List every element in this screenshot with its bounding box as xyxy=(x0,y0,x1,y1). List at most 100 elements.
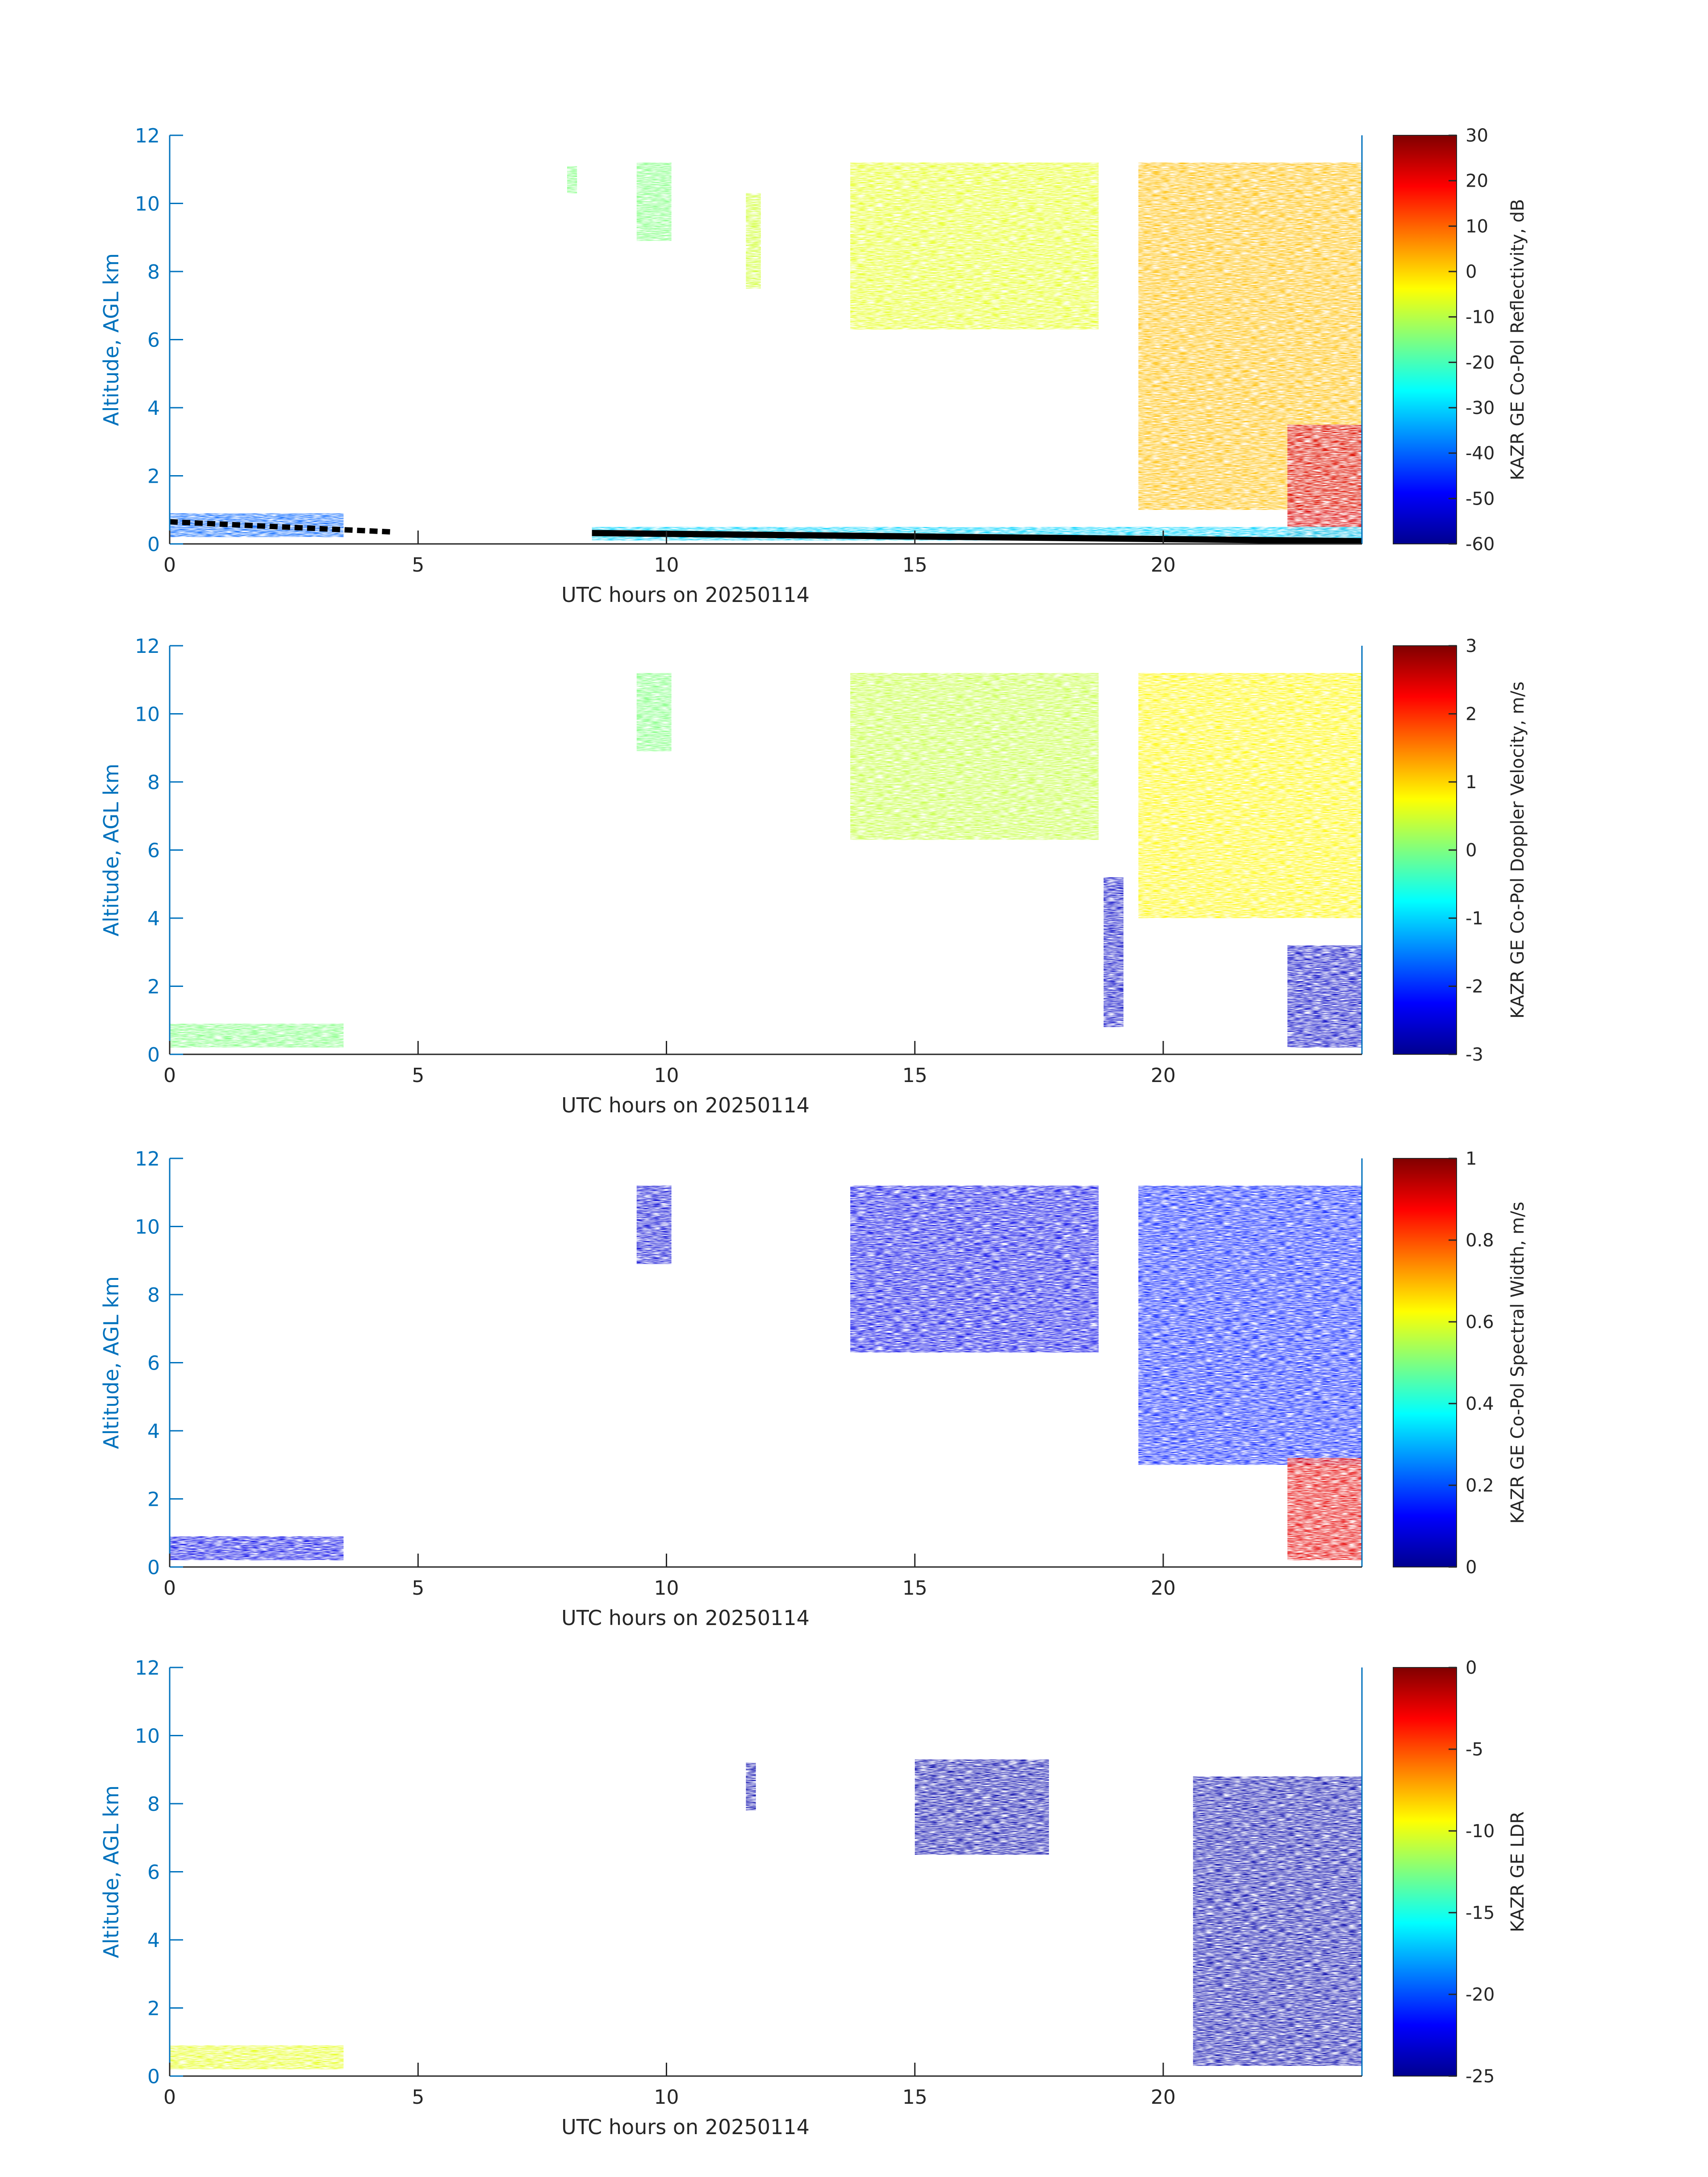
y-tick-label: 4 xyxy=(147,397,160,420)
x-axis-label: UTC hours on 20250114 xyxy=(561,2115,810,2139)
colorbar xyxy=(1393,135,1457,544)
echo-region xyxy=(1287,945,1362,1048)
y-tick-label: 10 xyxy=(135,703,160,726)
x-tick-label: 10 xyxy=(654,1064,679,1087)
colorbar-label: KAZR GE Co-Pol Spectral Width, m/s xyxy=(1508,1202,1528,1524)
echo-region xyxy=(636,163,672,241)
x-tick-label: 10 xyxy=(654,554,679,577)
y-tick-label: 6 xyxy=(147,1861,160,1884)
y-tick-label: 2 xyxy=(147,465,160,488)
colorbar-tick-label: 0 xyxy=(1466,1557,1477,1578)
x-tick-label: 20 xyxy=(1151,1577,1176,1600)
x-axis-label: UTC hours on 20250114 xyxy=(561,583,810,607)
x-tick-label: 5 xyxy=(412,1064,424,1087)
colorbar-tick-label: -15 xyxy=(1466,1903,1495,1923)
y-axis-label: Altitude, AGL km xyxy=(99,253,123,426)
echo-region xyxy=(1103,877,1123,1027)
x-tick-label: 15 xyxy=(902,1577,927,1600)
colorbar-tick-label: -10 xyxy=(1466,1821,1495,1842)
x-tick-label: 10 xyxy=(654,1577,679,1600)
echo-region xyxy=(1193,1776,1362,2066)
y-tick-label: 6 xyxy=(147,1352,160,1375)
colorbar-tick-label: -20 xyxy=(1466,352,1495,373)
colorbar-tick-label: -1 xyxy=(1466,908,1483,929)
y-tick-label: 4 xyxy=(147,1929,160,1952)
colorbar-label: KAZR GE Co-Pol Doppler Velocity, m/s xyxy=(1508,681,1528,1019)
x-tick-label: 15 xyxy=(902,2086,927,2109)
x-axis-label: UTC hours on 20250114 xyxy=(561,1606,810,1630)
colorbar xyxy=(1393,1158,1457,1567)
y-axis-label: Altitude, AGL km xyxy=(99,764,123,936)
x-axis-label: UTC hours on 20250114 xyxy=(561,1093,810,1117)
colorbar-tick-label: 30 xyxy=(1466,125,1488,146)
echo-region xyxy=(850,1186,1099,1353)
heatmap-layer xyxy=(170,163,1362,541)
x-tick-label: 0 xyxy=(163,1577,176,1600)
colorbar-tick-label: 0.2 xyxy=(1466,1475,1494,1496)
colorbar-tick-label: 10 xyxy=(1466,216,1488,237)
colorbar-label: KAZR GE Co-Pol Reflectivity, dB xyxy=(1508,199,1528,481)
y-axis-label: Altitude, AGL km xyxy=(99,1785,123,1958)
colorbar xyxy=(1393,645,1457,1055)
echo-region xyxy=(170,1536,344,1560)
y-tick-label: 8 xyxy=(147,1284,160,1307)
echo-region xyxy=(915,1759,1049,1855)
y-tick-label: 12 xyxy=(135,635,160,658)
colorbar-label: KAZR GE LDR xyxy=(1508,1811,1528,1932)
colorbar-tick-label: -2 xyxy=(1466,977,1483,997)
y-tick-label: 10 xyxy=(135,1216,160,1239)
y-tick-label: 12 xyxy=(135,125,160,147)
echo-region xyxy=(746,193,761,289)
colorbar-tick-label: 0 xyxy=(1466,1658,1477,1678)
x-tick-label: 10 xyxy=(654,2086,679,2109)
y-axis-label: Altitude, AGL km xyxy=(99,1276,123,1449)
heatmap-layer xyxy=(170,673,1362,1048)
echo-region xyxy=(850,673,1099,840)
x-tick-label: 20 xyxy=(1151,2086,1176,2109)
echo-region xyxy=(567,166,577,193)
y-tick-label: 12 xyxy=(135,1148,160,1170)
x-tick-label: 0 xyxy=(163,2086,176,2109)
y-tick-label: 8 xyxy=(147,261,160,284)
y-tick-label: 10 xyxy=(135,1725,160,1748)
y-tick-label: 4 xyxy=(147,907,160,930)
colorbar-tick-label: -25 xyxy=(1466,2066,1495,2087)
colorbar-tick-label: 0 xyxy=(1466,262,1477,282)
y-tick-label: 2 xyxy=(147,1997,160,2020)
colorbar-tick-label: 0.8 xyxy=(1466,1230,1494,1251)
echo-region xyxy=(1138,1186,1362,1465)
echo-region xyxy=(636,1186,672,1264)
y-tick-label: 2 xyxy=(147,976,160,999)
y-tick-label: 2 xyxy=(147,1488,160,1511)
colorbar-tick-label: -50 xyxy=(1466,489,1495,509)
x-tick-label: 0 xyxy=(163,554,176,577)
echo-region xyxy=(636,673,672,752)
echo-region xyxy=(1287,425,1362,537)
colorbar-tick-label: 1 xyxy=(1466,772,1477,793)
colorbar-tick-label: -40 xyxy=(1466,443,1495,464)
x-tick-label: 5 xyxy=(412,554,424,577)
colorbar-tick-label: 0.6 xyxy=(1466,1312,1494,1333)
panel-ldr: 0 2 4 6 8 10 12 0 5 10 15 20 Altitude, AGL km UTC hou… xyxy=(99,1657,1528,2139)
heatmap-layer xyxy=(170,1186,1362,1560)
x-tick-label: 20 xyxy=(1151,554,1176,577)
colorbar-tick-label: -30 xyxy=(1466,398,1495,418)
x-tick-label: 0 xyxy=(163,1064,176,1087)
colorbar-tick-label: 20 xyxy=(1466,171,1488,192)
echo-region xyxy=(170,2045,344,2069)
x-tick-label: 15 xyxy=(902,1064,927,1087)
y-tick-label: 0 xyxy=(147,533,160,556)
heatmap-layer xyxy=(170,1759,1362,2069)
colorbar-tick-label: 0 xyxy=(1466,840,1477,861)
echo-region xyxy=(850,163,1099,330)
x-tick-label: 20 xyxy=(1151,1064,1176,1087)
x-tick-label: 5 xyxy=(412,1577,424,1600)
colorbar-tick-label: 3 xyxy=(1466,636,1477,656)
echo-region xyxy=(1138,673,1362,918)
colorbar xyxy=(1393,1667,1457,2077)
surface-clutter-line xyxy=(592,530,1362,544)
y-tick-label: 10 xyxy=(135,193,160,216)
